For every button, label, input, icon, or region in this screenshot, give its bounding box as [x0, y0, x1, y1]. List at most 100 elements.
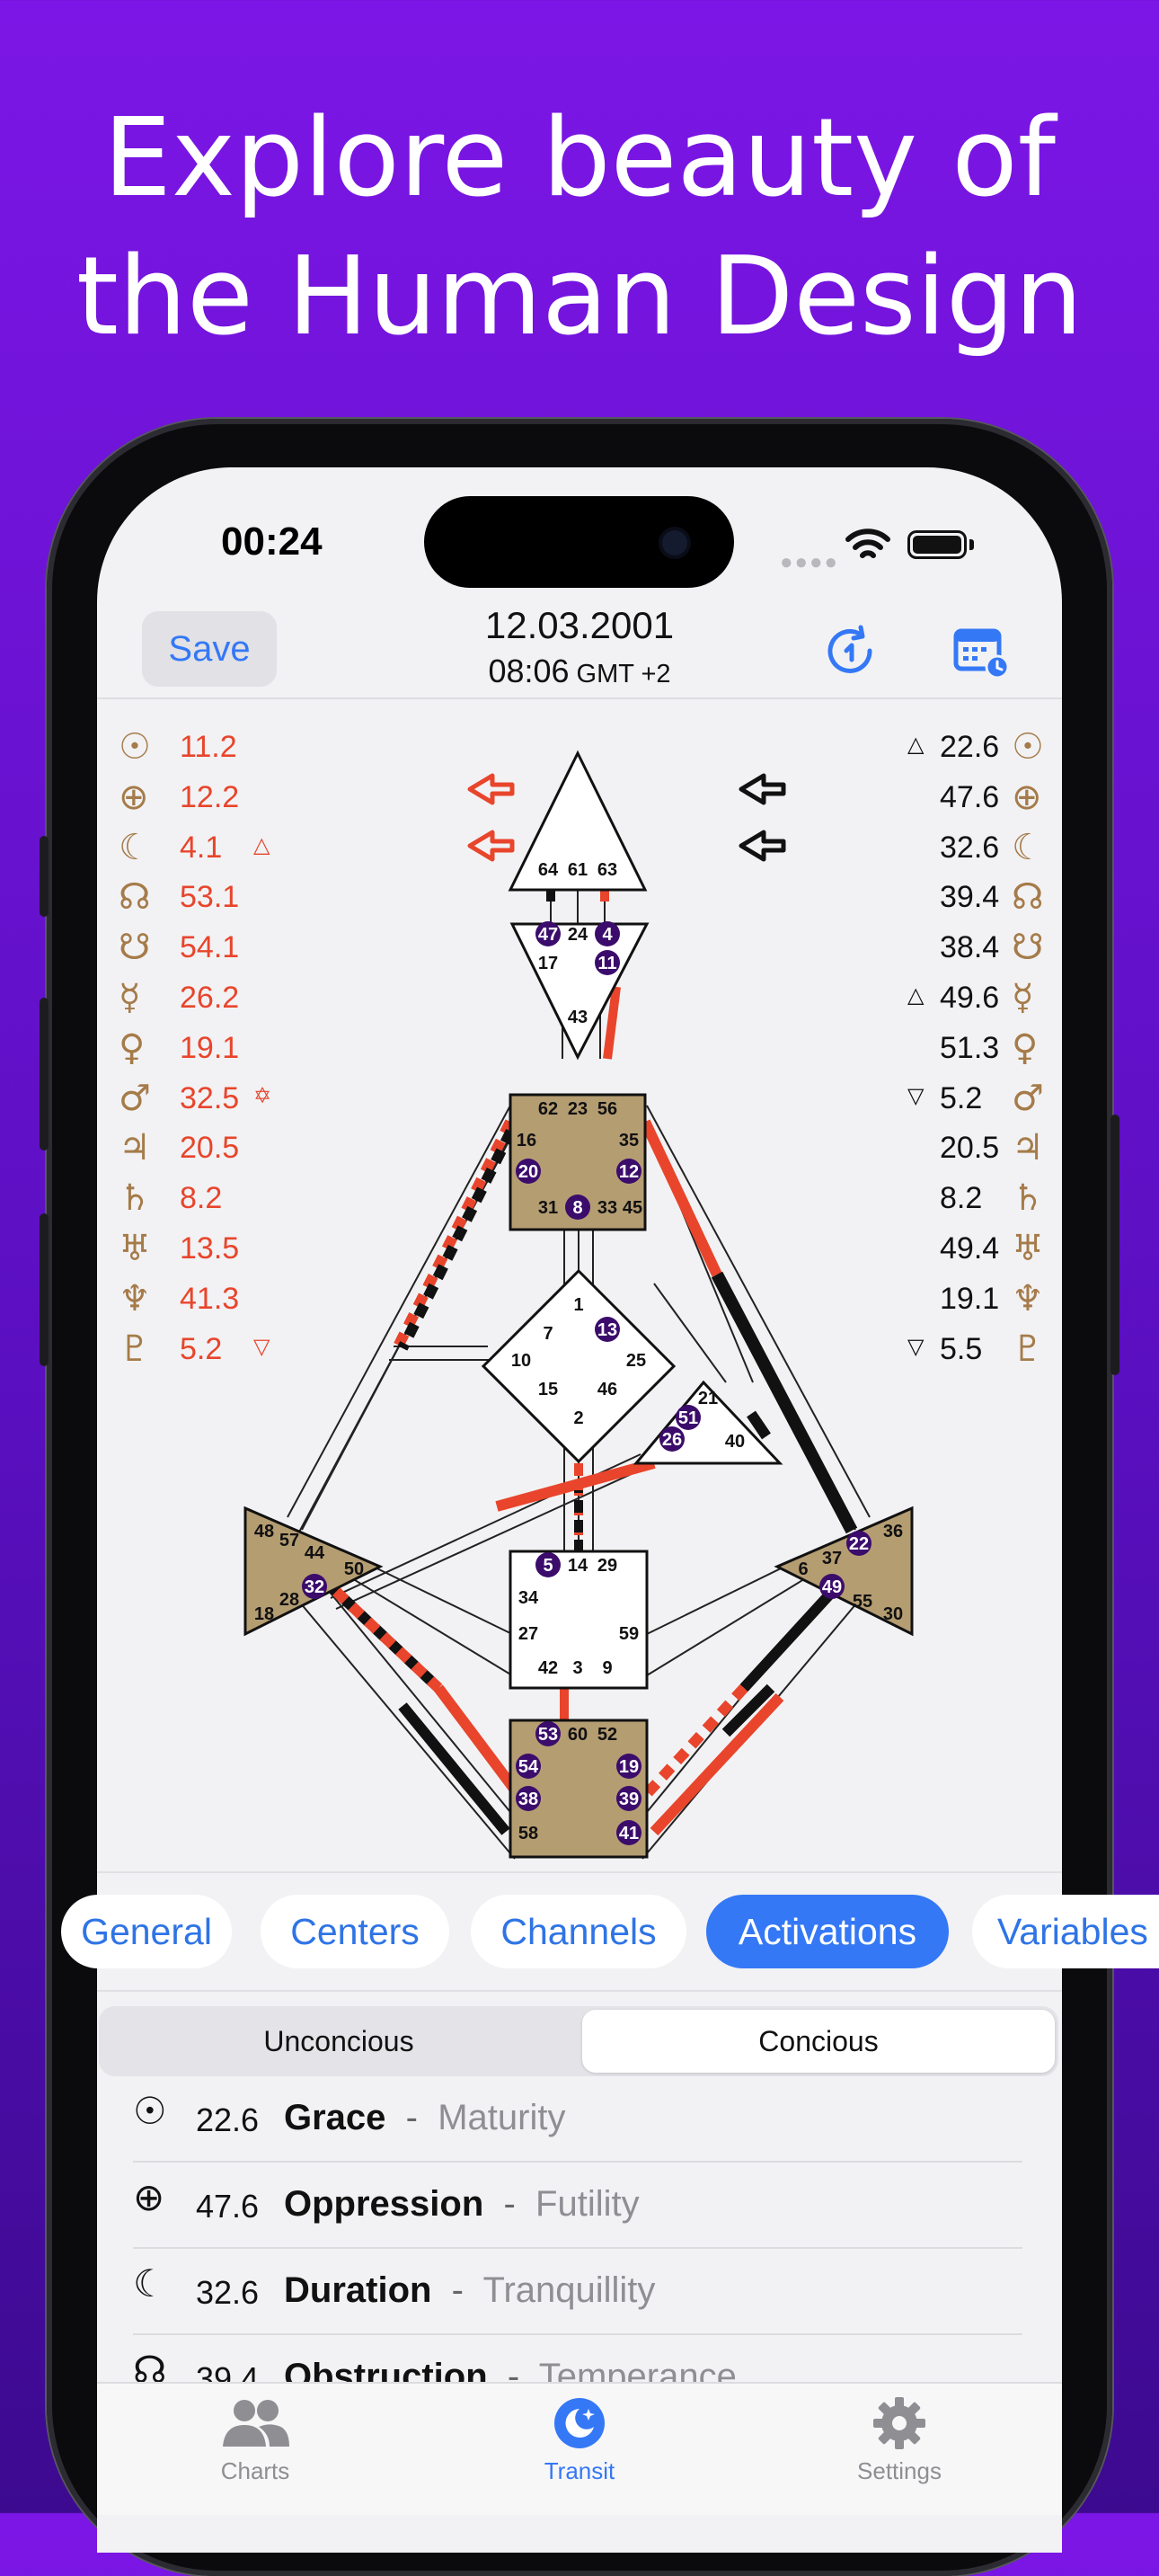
activation-line-name: Maturity	[438, 2098, 566, 2137]
solar-plexus-center[interactable]	[774, 1506, 914, 1637]
planet-mark: ▽	[907, 1083, 925, 1108]
personality-planet-row[interactable]: ☿ 49.6 △	[875, 977, 1046, 1022]
activation-row[interactable]: ☊ 39.4 Obstruction - Temperance	[133, 2335, 1022, 2382]
design-planet-row[interactable]: ☾ 4.1 △	[111, 827, 282, 872]
gate-label-51: 51	[678, 1408, 698, 1428]
venus-icon: ♀	[119, 1026, 146, 1069]
activation-separator: -	[483, 2184, 536, 2224]
gate-label-52: 52	[597, 1725, 617, 1745]
activation-separator: -	[431, 2270, 483, 2310]
design-planet-row[interactable]: ♄ 8.2	[111, 1177, 282, 1222]
personality-arrow-top-icon	[739, 773, 786, 805]
status-icons: ●●●●	[780, 525, 986, 574]
planet-value: 53.1	[180, 880, 240, 915]
personality-planet-row[interactable]: ♂ 5.2 ▽	[875, 1078, 1046, 1123]
design-planet-row[interactable]: ♀ 19.1	[111, 1027, 282, 1072]
design-planet-row[interactable]: ⊕ 12.2	[111, 777, 282, 822]
gate-activation-dot	[595, 921, 620, 946]
planet-value: 11.2	[180, 730, 237, 764]
spleen-center[interactable]	[243, 1506, 384, 1637]
gate-label-2: 2	[573, 1408, 583, 1428]
tab-channels[interactable]: Channels	[471, 1895, 686, 1968]
personality-planet-row[interactable]: ♄ 8.2	[875, 1177, 1046, 1222]
tab-activations[interactable]: Activations	[706, 1895, 949, 1968]
sacral-center[interactable]	[509, 1550, 649, 1690]
planet-mark: ✡	[253, 1083, 272, 1108]
chart-date[interactable]: 12.03.2001	[484, 604, 675, 646]
gate-label-64: 64	[538, 860, 559, 880]
gate-label-30: 30	[883, 1604, 903, 1624]
design-planet-row[interactable]: ☊ 53.1	[111, 876, 282, 921]
save-button[interactable]: Save	[142, 611, 277, 687]
earth-icon: ⊕	[133, 2175, 165, 2219]
personality-planet-row[interactable]: ☉ 22.6 △	[875, 726, 1046, 771]
tab-charts[interactable]: Charts	[165, 2396, 345, 2485]
design-planet-row[interactable]: ♅ 13.5	[111, 1228, 282, 1273]
activation-gate-name: Grace - Maturity	[284, 2098, 566, 2137]
personality-planet-row[interactable]: ☊ 39.4	[875, 876, 1046, 921]
personality-planet-row[interactable]: ♅ 49.4	[875, 1228, 1046, 1273]
personality-planet-row[interactable]: ♆ 19.1	[875, 1278, 1046, 1323]
tab-transit[interactable]: Transit	[490, 2396, 669, 2485]
gate-activation-dot	[846, 1531, 871, 1556]
moon-icon: ☾	[1012, 826, 1044, 868]
tab-centers[interactable]: Centers	[261, 1895, 449, 1968]
personality-planet-row[interactable]: ♇ 5.5 ▽	[875, 1328, 1046, 1373]
gate-label-35: 35	[619, 1131, 639, 1150]
headline-line-2: the Human Design	[75, 235, 1084, 360]
gate-label-49: 49	[822, 1577, 842, 1597]
tab-general[interactable]: General	[61, 1895, 232, 1968]
gate-label-6: 6	[798, 1559, 808, 1579]
personality-planet-row[interactable]: ☋ 38.4	[875, 927, 1046, 972]
design-planet-row[interactable]: ☉ 11.2	[111, 726, 282, 771]
gate-activation-dot	[302, 1574, 327, 1599]
earth-icon: ⊕	[1012, 776, 1042, 818]
gate-label-28: 28	[279, 1590, 299, 1610]
wifi-icon	[845, 529, 890, 558]
design-planet-row[interactable]: ♇ 5.2 ▽	[111, 1328, 282, 1373]
gate-label-41: 41	[619, 1824, 639, 1843]
g-center[interactable]	[481, 1268, 677, 1464]
personality-planet-row[interactable]: ⊕ 47.6	[875, 777, 1046, 822]
segment-concious[interactable]: Concious	[582, 2010, 1055, 2073]
personality-planet-row[interactable]: ☾ 32.6	[875, 827, 1046, 872]
gate-label-21: 21	[698, 1389, 718, 1408]
design-planet-row[interactable]: ☋ 54.1	[111, 927, 282, 972]
tab-settings[interactable]: Settings	[810, 2396, 989, 2485]
activation-row[interactable]: ⊕ 47.6 Oppression - Futility	[133, 2163, 1022, 2249]
personality-planet-row[interactable]: ♀ 51.3	[875, 1027, 1046, 1072]
chart-time-line[interactable]: 08:06 GMT +2	[97, 653, 1062, 690]
refresh-icon[interactable]	[821, 622, 879, 680]
calendar-clock-icon[interactable]	[952, 622, 1010, 680]
activation-row[interactable]: ☾ 32.6 Duration - Tranquillity	[133, 2249, 1022, 2335]
planet-value: 8.2	[940, 1181, 983, 1216]
design-planet-row[interactable]: ♂ 32.5 ✡	[111, 1078, 282, 1123]
design-planet-row[interactable]: ☿ 26.2	[111, 977, 282, 1022]
gate-label-46: 46	[597, 1380, 617, 1399]
head-center[interactable]	[508, 750, 648, 892]
gate-label-44: 44	[305, 1543, 325, 1563]
gate-label-43: 43	[568, 1008, 588, 1027]
gate-label-40: 40	[725, 1432, 745, 1452]
gate-label-45: 45	[623, 1198, 642, 1218]
signal-dots-icon: ●●●●	[780, 550, 839, 574]
design-planet-row[interactable]: ♆ 41.3	[111, 1278, 282, 1323]
gate-label-48: 48	[254, 1522, 274, 1541]
gate-label-8: 8	[572, 1198, 582, 1218]
south-node-icon: ☋	[119, 927, 151, 969]
segment-unconcious[interactable]: Unconcious	[263, 2025, 414, 2057]
bottom-tab-bar: Charts Transit Settings	[97, 2382, 1062, 2515]
planet-value: 26.2	[180, 981, 240, 1015]
marketing-headline: Explore beauty of the Human Design	[0, 90, 1159, 367]
planet-value: 19.1	[940, 1281, 1000, 1316]
north-node-icon: ☊	[1012, 876, 1044, 919]
side-button	[40, 836, 49, 917]
design-planet-row[interactable]: ♃ 20.5	[111, 1127, 282, 1172]
gate-label-59: 59	[619, 1624, 639, 1644]
tab-charts-label: Charts	[220, 2457, 290, 2484]
personality-planet-row[interactable]: ♃ 20.5	[875, 1127, 1046, 1172]
tab-variables[interactable]: Variables	[972, 1895, 1159, 1968]
activation-row[interactable]: ☉ 22.6 Grace - Maturity	[133, 2076, 1022, 2163]
gate-label-33: 33	[597, 1198, 617, 1218]
